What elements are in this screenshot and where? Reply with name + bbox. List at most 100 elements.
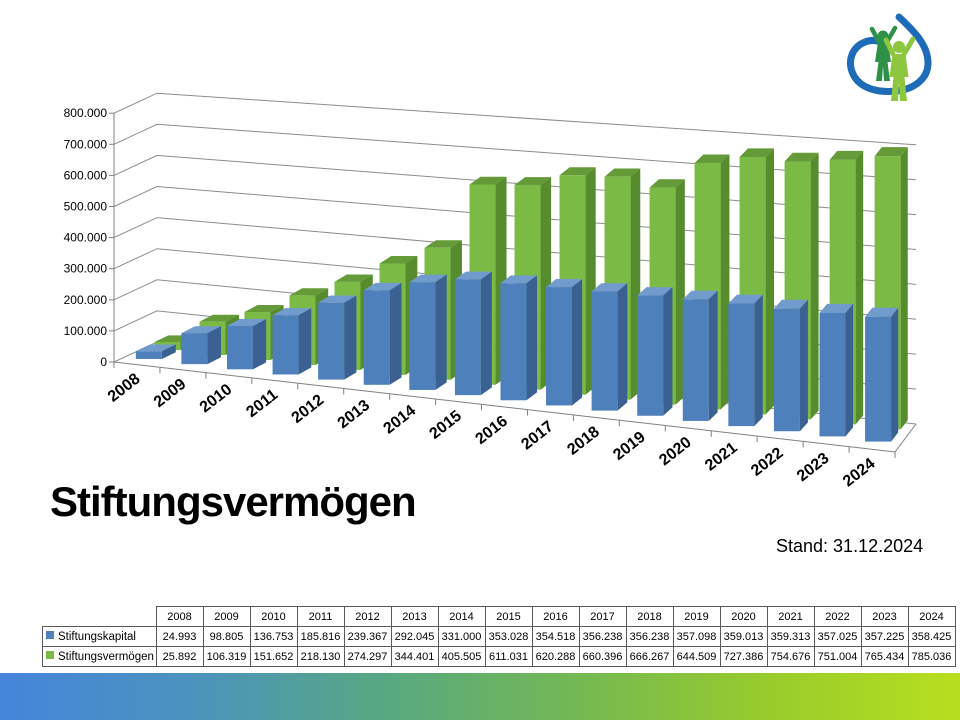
bar-stiftungskapital-2020: [682, 290, 718, 421]
legend-series-label: Stiftungsvermögen: [42, 646, 157, 667]
category-axis-label: 2021: [702, 439, 741, 474]
bar-side-face: [891, 307, 899, 442]
value-axis-label: 300.000: [64, 262, 108, 276]
axes: [109, 112, 917, 458]
bar-stiftungskapital-2018: [591, 283, 628, 411]
bar-front-face: [728, 303, 755, 427]
table-year-header: 2019: [672, 606, 721, 627]
table-corner-cell: [43, 607, 157, 627]
bar-stiftungskapital-2019: [637, 287, 673, 416]
bar-front-face: [637, 295, 664, 416]
bar-top-face: [199, 314, 240, 322]
value-axis-label: 700.000: [64, 137, 108, 151]
category-axis-label: 2012: [289, 392, 328, 427]
table-value-cell: 136.753: [249, 626, 298, 647]
table-value-cell: 151.652: [249, 646, 298, 667]
bar-top-face: [874, 147, 908, 157]
bar-top-face: [784, 152, 819, 162]
table-year-header: 2008: [155, 606, 204, 627]
table-value-cell: 357.225: [860, 626, 909, 647]
bar-top-face: [559, 167, 596, 176]
table-value-cell: 611.031: [484, 646, 533, 667]
category-axis-label: 2024: [840, 455, 879, 490]
table-year-header: 2020: [719, 606, 768, 627]
table-value-cell: 666.267: [625, 646, 674, 667]
bar-stiftungskapital-2012: [318, 295, 357, 380]
category-axis-label: 2015: [427, 407, 466, 442]
table-value-cell: 185.816: [296, 626, 345, 647]
bar-top-face: [739, 148, 775, 158]
bar-side-face: [526, 275, 538, 401]
table-value-cell: 356.238: [578, 626, 627, 647]
bar-top-face: [649, 179, 685, 188]
bar-front-face: [226, 326, 253, 370]
bar-side-face: [675, 179, 685, 405]
bar-side-face: [799, 299, 808, 432]
value-axis-label: 0: [100, 355, 107, 369]
table-value-cell: 218.130: [296, 646, 345, 667]
bar-side-face: [161, 344, 176, 359]
bar-side-face: [720, 154, 730, 410]
table-year-header: 2017: [578, 606, 627, 627]
bar-side-face: [900, 147, 908, 430]
bar-side-face: [344, 295, 357, 380]
bar-front-face: [682, 299, 709, 421]
bar-stiftungskapital-2010: [226, 319, 267, 370]
bar-top-face: [773, 299, 808, 309]
bar-top-face: [379, 256, 418, 264]
bar-stiftungskapital-2013: [363, 282, 402, 385]
table-value-cell: 620.288: [531, 646, 580, 667]
bar-stiftungskapital-2022: [773, 299, 808, 432]
person-figure-front-icon: [883, 36, 916, 101]
bar-side-face: [765, 148, 775, 415]
bar-top-face: [728, 294, 763, 304]
legend-series-label: Stiftungskapital: [42, 626, 157, 647]
bar-top-face: [289, 288, 329, 296]
bar-top-face: [334, 274, 373, 282]
bar-front-face: [546, 287, 573, 406]
bar-front-face: [318, 302, 345, 380]
bar-stiftungskapital-2017: [546, 279, 583, 406]
bar-stiftungskapital-2021: [728, 294, 763, 427]
category-axis-label: 2022: [748, 444, 787, 479]
bar-top-face: [604, 168, 641, 177]
table-year-header: 2016: [531, 606, 580, 627]
bar-top-face: [591, 283, 628, 292]
table-value-cell: 357.025: [813, 626, 862, 647]
bar-side-face: [480, 271, 492, 396]
bar-top-face: [514, 177, 552, 186]
table-value-cell: 98.805: [202, 626, 251, 647]
category-axis-label: 2016: [472, 413, 511, 448]
leaf-drop-outline-icon: [847, 13, 932, 95]
bar-side-face: [708, 290, 718, 421]
table-value-cell: 331.000: [437, 626, 486, 647]
bar-top-face: [244, 304, 284, 312]
table-value-cell: 274.297: [343, 646, 392, 667]
bar-front-face: [181, 333, 208, 365]
bar-side-face: [389, 282, 402, 385]
bar-stiftungskapital-2024: [865, 307, 899, 442]
bar-top-face: [546, 279, 583, 288]
category-axis-label: 2018: [564, 423, 603, 458]
bar-side-face: [855, 150, 864, 425]
bar-side-face: [810, 152, 819, 420]
person-figure-back-icon: [869, 25, 898, 81]
category-axis-label: 2014: [381, 402, 420, 437]
bar-front-face: [865, 316, 892, 442]
category-axis-label: 2020: [656, 434, 695, 469]
table-value-cell: 727.386: [719, 646, 768, 667]
bar-top-face: [181, 326, 221, 334]
bar-stiftungskapital-2015: [454, 271, 492, 396]
category-axis-label: 2017: [518, 418, 557, 453]
bar-top-face: [318, 295, 357, 303]
table-value-cell: 660.396: [578, 646, 627, 667]
category-axis-label: 2009: [151, 376, 190, 411]
table-year-header: 2013: [390, 606, 439, 627]
table-row: Stiftungskapital 24.993 98.805 136.753 185.8…: [42, 626, 956, 647]
table-value-cell: 239.367: [343, 626, 392, 647]
bar-stiftungskapital-2016: [500, 275, 538, 401]
bar-stiftungskapital-2009: [181, 326, 221, 365]
bar-top-face: [682, 290, 718, 300]
category-axis-label: 2010: [197, 381, 236, 416]
table-value-cell: 644.509: [672, 646, 721, 667]
